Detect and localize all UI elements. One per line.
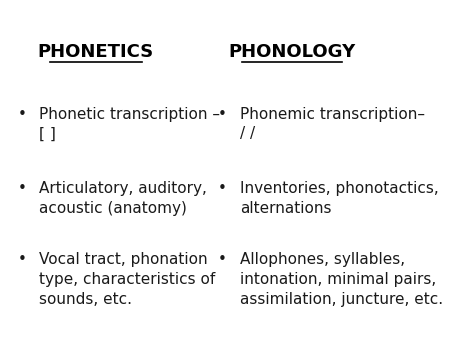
Text: •: • bbox=[218, 106, 227, 121]
Text: PHONETICS: PHONETICS bbox=[38, 43, 154, 61]
Text: Allophones, syllables,
intonation, minimal pairs,
assimilation, juncture, etc.: Allophones, syllables, intonation, minim… bbox=[240, 252, 443, 307]
Text: •: • bbox=[218, 181, 227, 196]
Text: Phonemic transcription–
/ /: Phonemic transcription– / / bbox=[240, 106, 425, 141]
Text: PHONOLOGY: PHONOLOGY bbox=[228, 43, 356, 61]
Text: Vocal tract, phonation
type, characteristics of
sounds, etc.: Vocal tract, phonation type, characteris… bbox=[39, 252, 216, 307]
Text: Articulatory, auditory,
acoustic (anatomy): Articulatory, auditory, acoustic (anatom… bbox=[39, 181, 207, 216]
Text: Inventories, phonotactics,
alternations: Inventories, phonotactics, alternations bbox=[240, 181, 438, 216]
Text: •: • bbox=[18, 181, 27, 196]
Text: Phonetic transcription –
[ ]: Phonetic transcription – [ ] bbox=[39, 106, 220, 141]
Text: •: • bbox=[18, 106, 27, 121]
Text: •: • bbox=[218, 252, 227, 267]
Text: •: • bbox=[18, 252, 27, 267]
